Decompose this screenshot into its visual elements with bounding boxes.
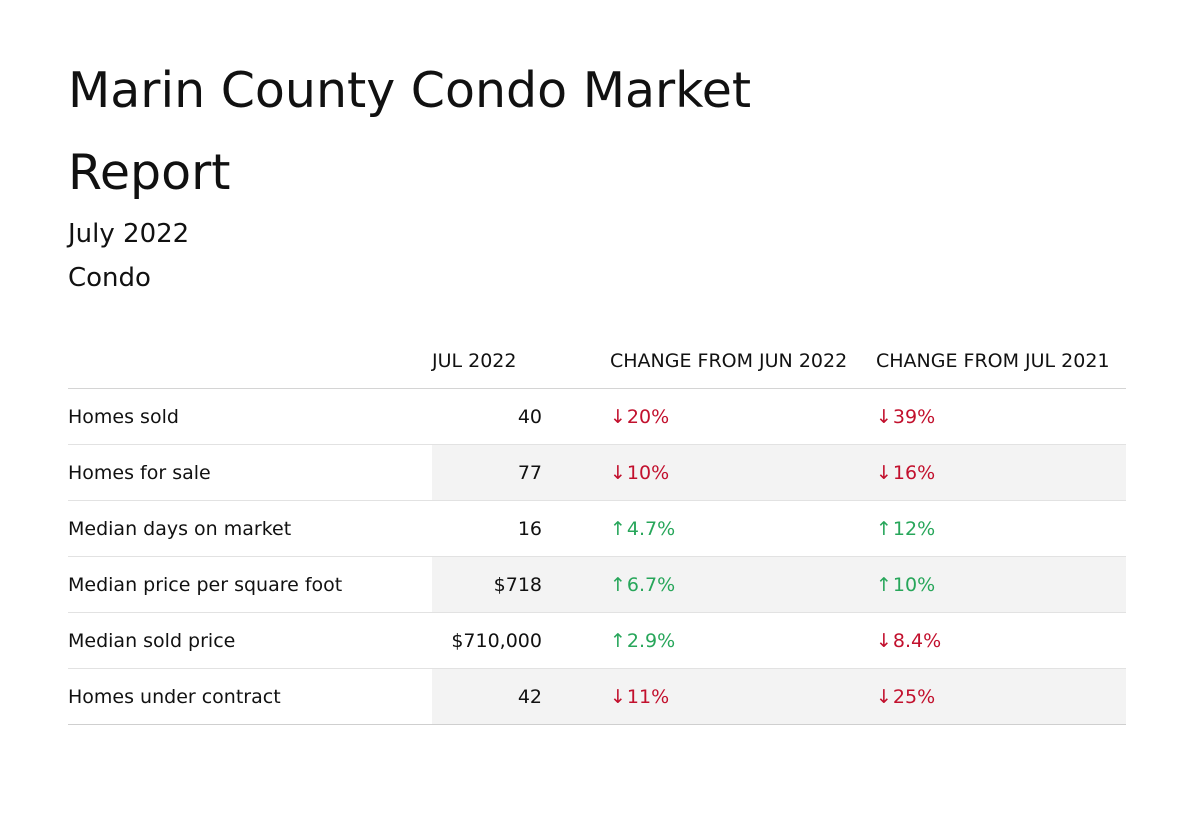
table-row: Homes under contract 42 ↓11% ↓25% — [68, 668, 1126, 725]
change-month: ↑4.7% — [610, 518, 675, 540]
trend-arrow-icon: ↓ — [876, 461, 892, 484]
change-month-cell: ↓20% — [610, 388, 876, 445]
table-row: Homes for sale 77 ↓10% ↓16% — [68, 444, 1126, 501]
change-month: ↑2.9% — [610, 630, 675, 652]
spacer-cell — [542, 444, 610, 501]
metric-label: Median sold price — [68, 612, 432, 669]
change-month-cell: ↓11% — [610, 668, 876, 725]
metric-value: $710,000 — [432, 612, 542, 669]
trend-arrow-icon: ↓ — [876, 629, 892, 652]
trend-arrow-icon: ↑ — [876, 517, 892, 540]
header-current-period: JUL 2022 — [432, 334, 610, 389]
change-month-value: 11% — [626, 685, 670, 708]
change-year-cell: ↓25% — [876, 668, 1126, 725]
trend-arrow-icon: ↓ — [876, 685, 892, 708]
change-year-cell: ↓8.4% — [876, 612, 1126, 669]
header-change-year: CHANGE FROM JUL 2021 — [876, 334, 1126, 389]
change-month-cell: ↓10% — [610, 444, 876, 501]
change-year-value: 16% — [892, 461, 936, 484]
report-header: Marin County Condo Market Report July 20… — [68, 50, 1126, 294]
change-month-cell: ↑2.9% — [610, 612, 876, 669]
trend-arrow-icon: ↓ — [610, 461, 626, 484]
spacer-cell — [542, 612, 610, 669]
page-title: Marin County Condo Market Report — [68, 62, 752, 201]
table-row: Median price per square foot $718 ↑6.7% … — [68, 556, 1126, 613]
change-year: ↑12% — [876, 518, 935, 540]
change-year-value: 8.4% — [892, 629, 942, 652]
report-period: July 2022 — [68, 219, 190, 249]
header-metric — [68, 334, 432, 389]
change-month-value: 10% — [626, 461, 670, 484]
change-month-value: 20% — [626, 405, 670, 428]
metric-label: Median days on market — [68, 500, 432, 557]
change-month-cell: ↑4.7% — [610, 500, 876, 557]
table-header-row: JUL 2022 CHANGE FROM JUN 2022 CHANGE FRO… — [68, 334, 1126, 389]
change-year-value: 39% — [892, 405, 936, 428]
change-year: ↓39% — [876, 406, 935, 428]
metric-label: Homes sold — [68, 388, 432, 445]
change-year-value: 12% — [892, 517, 936, 540]
metric-value: $718 — [432, 556, 542, 613]
metric-label: Median price per square foot — [68, 556, 432, 613]
change-year: ↑10% — [876, 574, 935, 596]
change-month: ↓10% — [610, 462, 669, 484]
change-month-value: 2.9% — [626, 629, 676, 652]
metric-value: 40 — [432, 388, 542, 445]
change-month-cell: ↑6.7% — [610, 556, 876, 613]
trend-arrow-icon: ↑ — [610, 629, 626, 652]
header-change-month: CHANGE FROM JUN 2022 — [610, 334, 876, 389]
change-year: ↓25% — [876, 686, 935, 708]
change-year-cell: ↑12% — [876, 500, 1126, 557]
metric-value: 42 — [432, 668, 542, 725]
change-month: ↓20% — [610, 406, 669, 428]
spacer-cell — [542, 668, 610, 725]
trend-arrow-icon: ↑ — [610, 517, 626, 540]
change-year-cell: ↓16% — [876, 444, 1126, 501]
metric-value: 16 — [432, 500, 542, 557]
spacer-cell — [542, 388, 610, 445]
trend-arrow-icon: ↑ — [610, 573, 626, 596]
metric-label: Homes for sale — [68, 444, 432, 501]
trend-arrow-icon: ↓ — [876, 405, 892, 428]
change-year-cell: ↑10% — [876, 556, 1126, 613]
change-year: ↓8.4% — [876, 630, 941, 652]
metric-value: 77 — [432, 444, 542, 501]
change-month: ↓11% — [610, 686, 669, 708]
change-month: ↑6.7% — [610, 574, 675, 596]
change-year-value: 25% — [892, 685, 936, 708]
change-year: ↓16% — [876, 462, 935, 484]
change-year-cell: ↓39% — [876, 388, 1126, 445]
change-year-value: 10% — [892, 573, 936, 596]
trend-arrow-icon: ↓ — [610, 685, 626, 708]
table-body: Homes sold 40 ↓20% ↓39% Homes for sale 7… — [68, 388, 1126, 725]
market-metrics-table: JUL 2022 CHANGE FROM JUN 2022 CHANGE FRO… — [68, 334, 1126, 725]
table-row: Homes sold 40 ↓20% ↓39% — [68, 388, 1126, 445]
spacer-cell — [542, 500, 610, 557]
spacer-cell — [542, 556, 610, 613]
property-type: Condo — [68, 263, 151, 293]
trend-arrow-icon: ↑ — [876, 573, 892, 596]
change-month-value: 4.7% — [626, 517, 676, 540]
change-month-value: 6.7% — [626, 573, 676, 596]
table-row: Median days on market 16 ↑4.7% ↑12% — [68, 500, 1126, 557]
table-row: Median sold price $710,000 ↑2.9% ↓8.4% — [68, 612, 1126, 669]
metric-label: Homes under contract — [68, 668, 432, 725]
trend-arrow-icon: ↓ — [610, 405, 626, 428]
